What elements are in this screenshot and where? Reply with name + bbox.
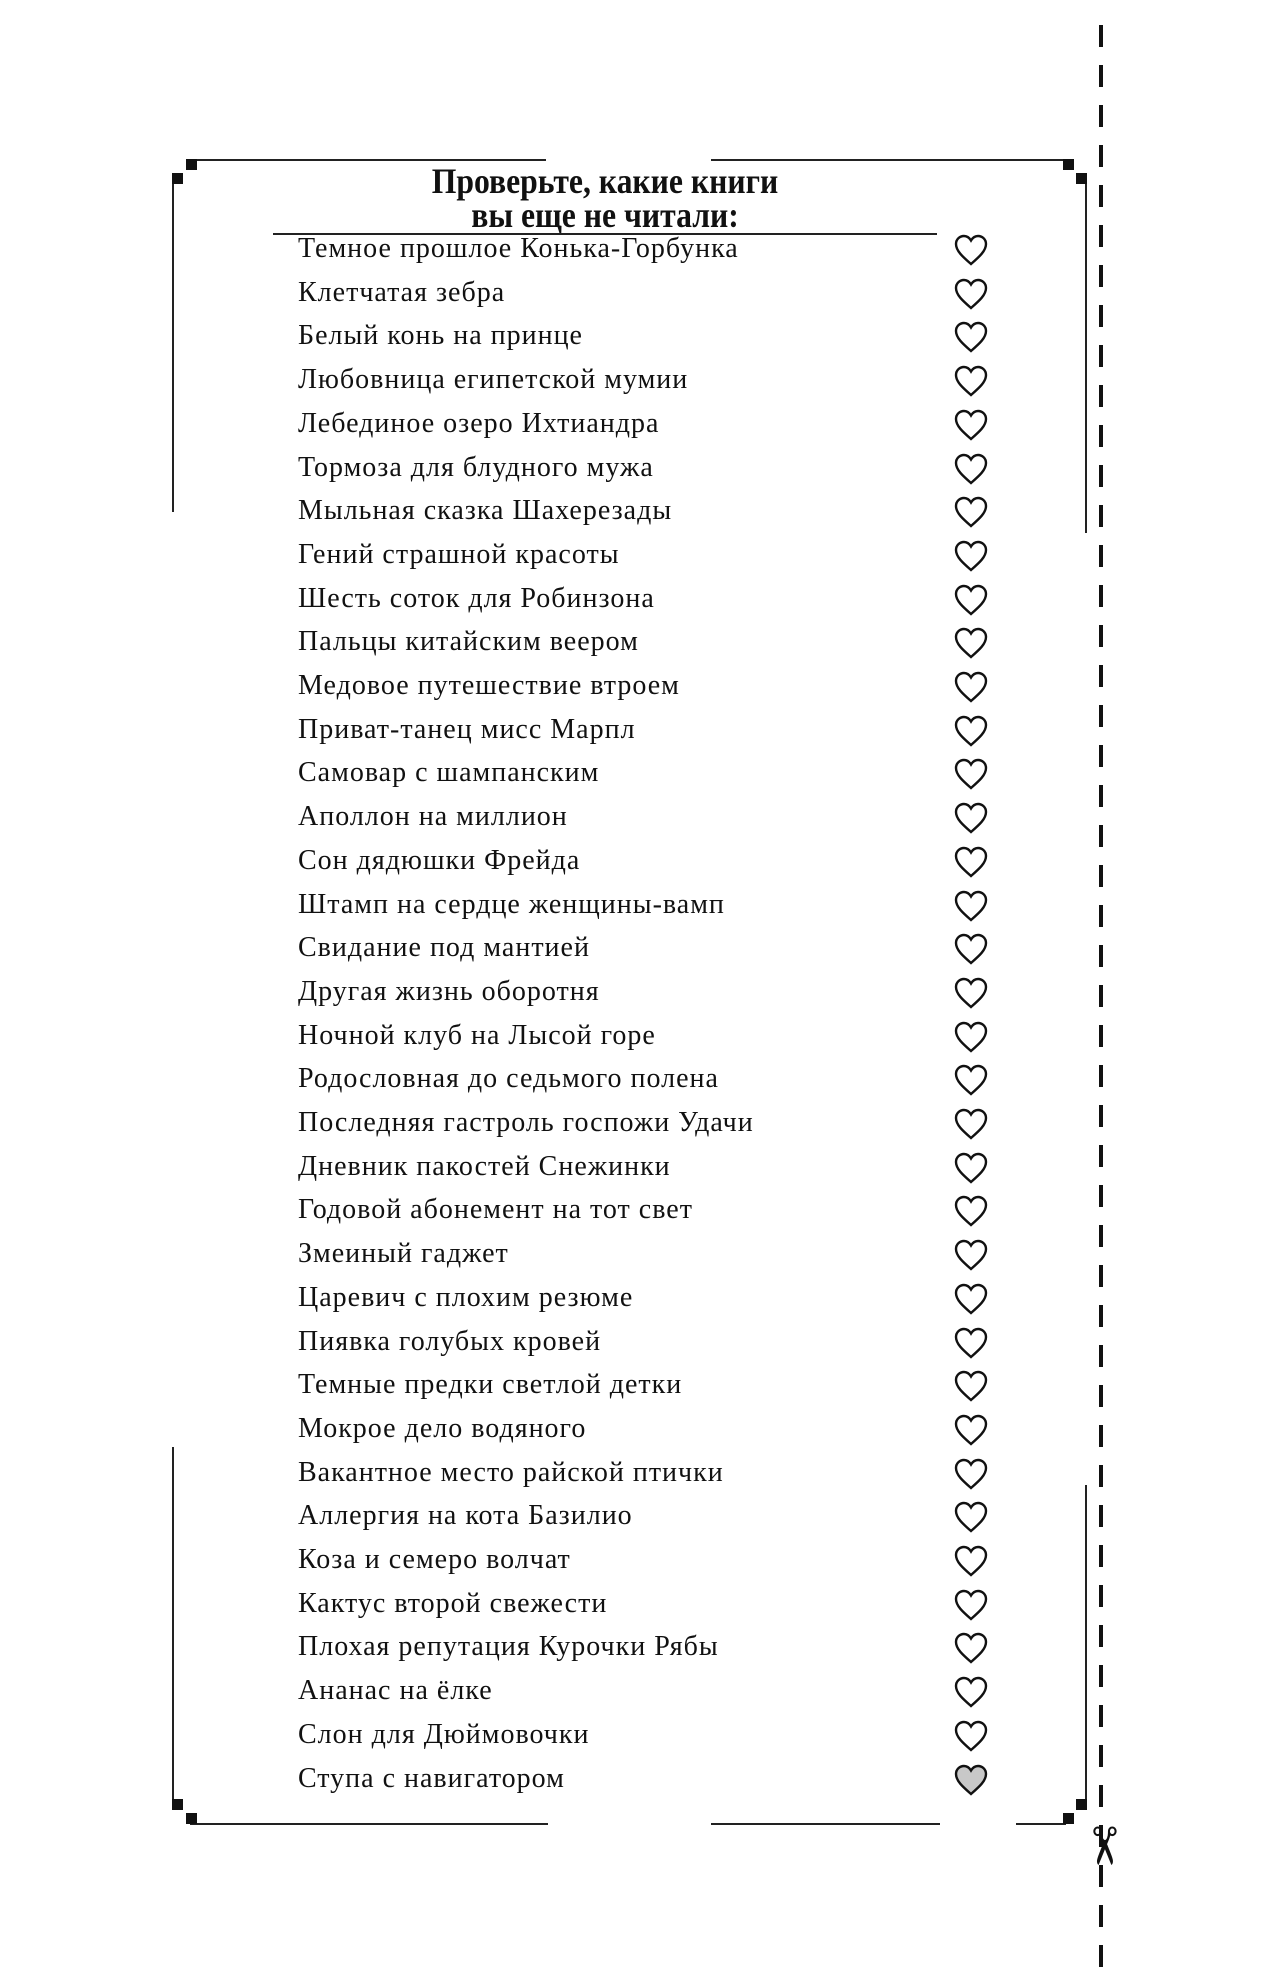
book-title: Аллергия на кота Базилио (298, 1500, 633, 1532)
book-title: Ночной клуб на Лысой горе (298, 1019, 656, 1051)
heart-checkbox-icon[interactable] (953, 1588, 989, 1622)
heart-checkbox-icon[interactable] (953, 1763, 989, 1797)
book-title: Штамп на сердце женщины-вамп (298, 888, 725, 920)
book-title: Пальцы китайским веером (298, 626, 639, 658)
title-underline (273, 233, 937, 235)
book-title: Последняя гастроль госпожи Удачи (298, 1107, 754, 1138)
heart-checkbox-icon[interactable] (953, 889, 989, 923)
heart-checkbox-icon[interactable] (953, 757, 989, 791)
heart-checkbox-icon[interactable] (953, 539, 989, 573)
book-title: Слон для Дюймовочки (298, 1718, 590, 1750)
book-title: Плохая репутация Курочки Рябы (298, 1631, 719, 1663)
heart-checkbox-icon[interactable] (953, 670, 989, 704)
heart-checkbox-icon[interactable] (953, 1500, 989, 1534)
heart-checkbox-icon[interactable] (953, 495, 989, 529)
heart-checkbox-icon[interactable] (953, 408, 989, 442)
heart-checkbox-icon[interactable] (953, 1326, 989, 1360)
heart-checkbox-icon[interactable] (953, 583, 989, 617)
book-title: Коза и семеро волчат (298, 1544, 571, 1575)
book-title: Темное прошлое Конька-Горбунка (298, 233, 739, 264)
book-title: Родословная до седьмого полена (298, 1063, 719, 1095)
book-title: Тормоза для блудного мужа (298, 451, 654, 483)
heart-checkbox-icon[interactable] (953, 976, 989, 1010)
book-title: Клетчатая зебра (298, 276, 506, 308)
heart-checkbox-icon[interactable] (953, 233, 989, 267)
heart-checkbox-icon[interactable] (953, 626, 989, 660)
book-title: Кактус второй свежести (298, 1587, 608, 1619)
book-title: Аполлон на миллион (298, 801, 568, 833)
cut-line (1099, 25, 1103, 1985)
book-title: Лебединое озеро Ихтиандра (298, 407, 660, 439)
book-title: Пиявка голубых кровей (298, 1325, 602, 1357)
book-title: Свидание под мантией (298, 932, 590, 964)
heart-checkbox-icon[interactable] (953, 364, 989, 398)
heart-checkbox-icon[interactable] (953, 714, 989, 748)
book-title: Медовое путешествие втроем (298, 670, 680, 701)
heart-checkbox-icon[interactable] (953, 801, 989, 835)
heart-checkbox-icon[interactable] (953, 1020, 989, 1054)
heart-checkbox-icon[interactable] (953, 1719, 989, 1753)
heart-checkbox-icon[interactable] (953, 1631, 989, 1665)
heart-checkbox-icon[interactable] (953, 1369, 989, 1403)
scissors-icon: ✂ (1073, 1824, 1131, 1868)
book-title: Любовница египетской мумии (298, 364, 689, 396)
heart-checkbox-icon[interactable] (953, 1063, 989, 1097)
page-subtitle: вы еще не читали: (471, 195, 739, 235)
heart-checkbox-icon[interactable] (953, 845, 989, 879)
book-title: Другая жизнь оборотня (298, 975, 600, 1007)
heart-checkbox-icon[interactable] (953, 1413, 989, 1447)
book-title: Ступа с навигатором (298, 1762, 565, 1794)
book-title: Приват-танец мисс Марпл (298, 713, 636, 745)
book-title: Ананас на ёлке (298, 1675, 493, 1707)
book-title: Гений страшной красоты (298, 538, 620, 570)
book-title: Мыльная сказка Шахерезады (298, 495, 673, 527)
book-title: Дневник пакостей Снежинки (298, 1150, 671, 1182)
book-title: Годовой абонемент на тот свет (298, 1194, 693, 1226)
book-title: Вакантное место райской птички (298, 1456, 724, 1488)
heart-checkbox-icon[interactable] (953, 1238, 989, 1272)
heart-checkbox-icon[interactable] (953, 1544, 989, 1578)
book-title: Самовар с шампанским (298, 757, 600, 789)
heart-checkbox-icon[interactable] (953, 277, 989, 311)
heart-checkbox-icon[interactable] (953, 1457, 989, 1491)
book-title: Сон дядюшки Фрейда (298, 844, 581, 876)
book-title: Темные предки светлой детки (298, 1369, 683, 1401)
heart-checkbox-icon[interactable] (953, 452, 989, 486)
heart-checkbox-icon[interactable] (953, 1282, 989, 1316)
book-title: Змеиный гаджет (298, 1238, 509, 1270)
heart-checkbox-icon[interactable] (953, 1194, 989, 1228)
heart-checkbox-icon[interactable] (953, 1675, 989, 1709)
page-title: Проверьте, какие книги (431, 161, 779, 201)
heart-checkbox-icon[interactable] (953, 1107, 989, 1141)
heart-checkbox-icon[interactable] (953, 932, 989, 966)
heart-checkbox-icon[interactable] (953, 1151, 989, 1185)
book-title: Царевич с плохим резюме (298, 1281, 634, 1313)
heart-checkbox-icon[interactable] (953, 320, 989, 354)
book-title: Белый конь на принце (298, 320, 583, 352)
book-title: Мокрое дело водяного (298, 1412, 587, 1444)
book-title: Шесть соток для Робинзона (298, 582, 655, 614)
